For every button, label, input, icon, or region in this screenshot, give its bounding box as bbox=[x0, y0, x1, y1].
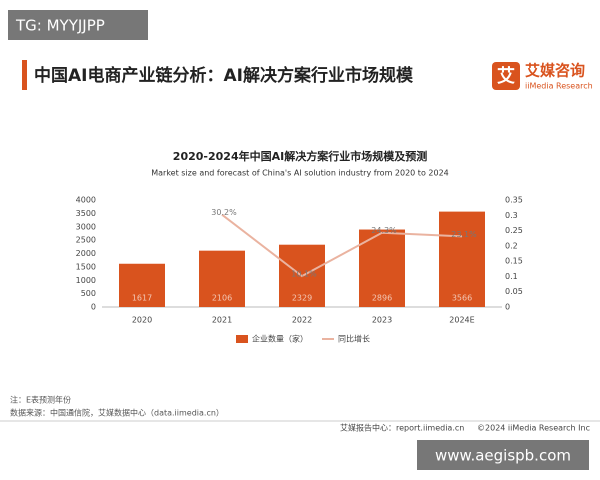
logo-icon-box bbox=[492, 62, 520, 90]
chart-subtitle: Market size and forecast of China's AI s… bbox=[151, 169, 449, 178]
y-tick-label: 1000 bbox=[76, 276, 96, 285]
y-tick-label: 3500 bbox=[76, 209, 96, 218]
y2-tick-label: 0 bbox=[505, 303, 510, 312]
y2-tick-label: 0.25 bbox=[505, 226, 523, 235]
bar-value-label: 2106 bbox=[212, 294, 232, 303]
bar bbox=[199, 250, 245, 307]
y2-tick-label: 0.1 bbox=[505, 272, 518, 281]
line-value-label: 23.1% bbox=[451, 230, 477, 239]
y2-tick-label: 0.35 bbox=[505, 196, 523, 205]
footer-left: 艾媒报告中心：report.iimedia.cn bbox=[340, 423, 464, 433]
y-tick-label: 4000 bbox=[76, 196, 96, 205]
bar-value-label: 2329 bbox=[292, 294, 312, 303]
y2-tick-label: 0.2 bbox=[505, 241, 518, 250]
line-value-label: 30.2% bbox=[211, 208, 237, 217]
x-tick-label: 2023 bbox=[372, 316, 392, 325]
bar-value-label: 2896 bbox=[372, 294, 392, 303]
y-tick-label: 1500 bbox=[76, 262, 96, 271]
y2-tick-label: 0.15 bbox=[505, 257, 523, 266]
y2-tick-label: 0.05 bbox=[505, 287, 523, 296]
x-tick-label: 2020 bbox=[132, 316, 152, 325]
logo-cn: 艾媒咨询 bbox=[525, 62, 585, 80]
y-tick-label: 500 bbox=[81, 289, 96, 298]
bar bbox=[359, 229, 405, 307]
x-tick-label: 2024E bbox=[449, 316, 474, 325]
y-tick-label: 2000 bbox=[76, 249, 96, 258]
legend-label: 企业数量（家） bbox=[252, 334, 308, 344]
title-bar bbox=[22, 60, 27, 90]
watermark-bottom: www.aegispb.com bbox=[435, 447, 571, 465]
y-tick-label: 3000 bbox=[76, 222, 96, 231]
legend-label: 同比增长 bbox=[338, 334, 370, 344]
watermark-top: TG: MYYJJPP bbox=[15, 17, 105, 35]
line bbox=[221, 213, 463, 278]
line-value-label: 24.3% bbox=[371, 226, 397, 235]
note: 注：E表预测年份 bbox=[10, 395, 71, 405]
y-tick-label: 0 bbox=[91, 303, 96, 312]
page-title: 中国AI电商产业链分析：AI解决方案行业市场规模 bbox=[34, 65, 414, 86]
watermark-box bbox=[417, 440, 589, 470]
line-value-label: 10.1% bbox=[291, 270, 317, 279]
bar bbox=[119, 263, 165, 307]
y-tick-label: 2500 bbox=[76, 236, 96, 245]
note: 数据来源：中国通信院，艾媒数据中心（data.iimedia.cn） bbox=[10, 408, 224, 418]
x-tick-label: 2021 bbox=[212, 316, 232, 325]
legend-swatch bbox=[236, 335, 248, 343]
chart-title: 2020-2024年中国AI解决方案行业市场规模及预测 bbox=[173, 149, 427, 163]
watermark-box bbox=[8, 10, 148, 40]
logo-icon: 艾 bbox=[497, 65, 515, 87]
y2-tick-label: 0.3 bbox=[505, 211, 518, 220]
bar-value-label: 3566 bbox=[452, 294, 472, 303]
logo-en: iiMedia Research bbox=[525, 82, 593, 91]
footer-right: ©2024 iiMedia Research Inc bbox=[477, 424, 590, 433]
bar-value-label: 1617 bbox=[132, 294, 152, 303]
bar bbox=[439, 211, 485, 307]
x-tick-label: 2022 bbox=[292, 316, 312, 325]
